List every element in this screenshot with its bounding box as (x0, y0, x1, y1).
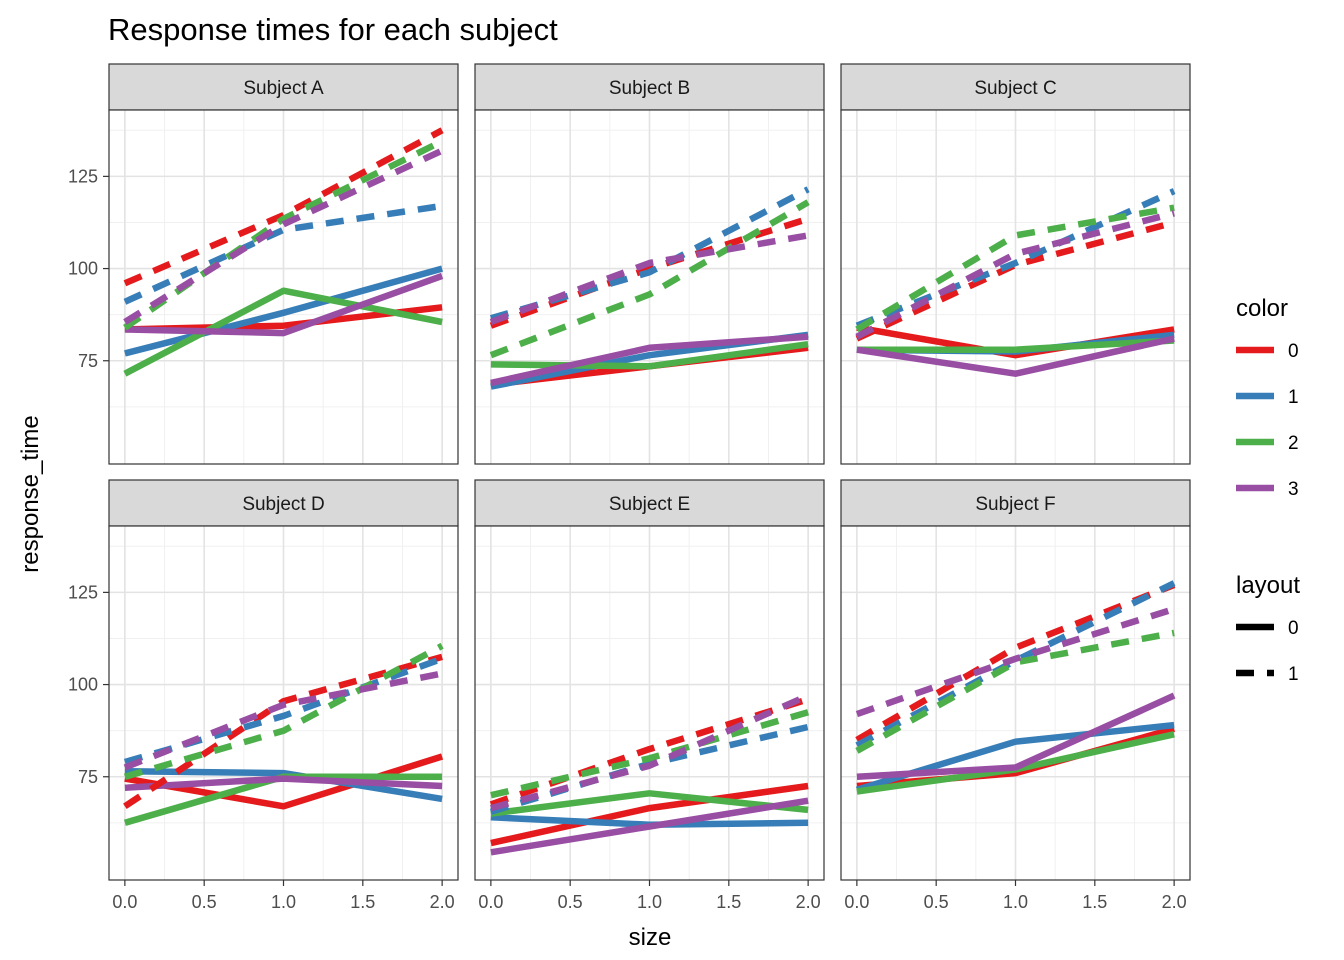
facet-panel: Subject D (108, 479, 459, 881)
x-tick-label: 1.5 (1082, 892, 1107, 912)
series-line-color-2-layout-1 (123, 642, 444, 780)
series-group (123, 642, 444, 826)
x-tick-label: 0.5 (192, 892, 217, 912)
x-tick-label: 2.0 (1162, 892, 1187, 912)
facet-panel: Subject A (108, 63, 459, 465)
series-line-color-0-layout-0 (490, 782, 809, 847)
series-line-color-3-layout-1 (489, 232, 809, 326)
x-tick-label: 0.5 (924, 892, 949, 912)
series-line-color-1-layout-1 (123, 202, 443, 305)
legend-label-layout-1: 1 (1288, 664, 1299, 685)
facet-strip-label: Subject C (974, 78, 1056, 99)
legend-label-layout-0: 0 (1288, 618, 1299, 639)
series-line-color-3-layout-1 (855, 605, 1176, 718)
panel-border (840, 109, 1191, 465)
legend-label-color-3: 3 (1288, 479, 1299, 500)
legend-title-color: color (1236, 295, 1288, 322)
y-tick-label: 125 (68, 166, 98, 186)
x-tick-label: 0.0 (844, 892, 869, 912)
series-line-color-2-layout-1 (489, 199, 810, 359)
y-tick-label: 75 (78, 351, 98, 371)
facet-strip-label: Subject A (243, 78, 324, 99)
series-line-color-0-layout-1 (123, 653, 443, 810)
series-line-color-1-layout-0 (124, 265, 443, 357)
x-axis-label: size (629, 924, 672, 951)
panel-border (474, 109, 825, 465)
series-line-color-0-layout-1 (123, 127, 444, 287)
axes: 75 100 125 75 100 125 0.0 0.5 1.0 1.5 2.0 0.0 0.5 1.0… (68, 166, 1187, 912)
series-group (123, 127, 444, 377)
panel-border (108, 109, 459, 465)
facet-strip (840, 63, 1191, 111)
series-line-color-3-layout-0 (124, 272, 444, 337)
series-line-color-3-layout-1 (123, 147, 444, 325)
series-line-color-2-layout-0 (123, 287, 443, 377)
x-tick-label: 0.5 (558, 892, 583, 912)
series-line-color-3-layout-1 (855, 210, 1175, 340)
y-tick-label: 75 (78, 767, 98, 787)
series-line-color-3-layout-0 (856, 692, 1176, 781)
series-line-color-3-layout-0 (856, 335, 1175, 377)
x-tick-label: 1.0 (637, 892, 662, 912)
facet-strip (474, 63, 825, 111)
x-tick-label: 1.0 (271, 892, 296, 912)
legend-title-layout: layout (1236, 572, 1300, 599)
facet-panels: Subject A Subject B Subject C Subject D Subj… (108, 63, 1191, 881)
series-group (489, 692, 810, 856)
series-line-color-1-layout-1 (489, 186, 810, 322)
legend-label-color-2: 2 (1288, 433, 1299, 454)
facet-panel: Subject B (474, 63, 825, 465)
facet-strip-label: Subject F (975, 494, 1055, 515)
y-tick-label: 100 (68, 259, 98, 279)
series-line-color-2-layout-1 (490, 709, 810, 799)
series-line-color-3-layout-0 (124, 775, 443, 792)
x-tick-label: 1.5 (716, 892, 741, 912)
series-line-color-3-layout-0 (490, 797, 809, 856)
x-tick-label: 1.5 (350, 892, 375, 912)
facet-panel: Subject F (840, 479, 1191, 881)
x-tick-label: 0.0 (478, 892, 503, 912)
x-tick-label: 2.0 (796, 892, 821, 912)
series-line-color-2-layout-1 (855, 629, 1175, 754)
series-group (855, 580, 1176, 795)
facet-strip (108, 63, 459, 111)
legend-label-color-0: 0 (1288, 341, 1299, 362)
series-line-color-0-layout-1 (489, 696, 810, 808)
series-line-color-2-layout-1 (855, 204, 1175, 333)
facet-strip-label: Subject E (609, 494, 690, 515)
series-line-color-2-layout-1 (123, 138, 444, 331)
y-tick-label: 100 (68, 675, 98, 695)
facet-strip (108, 479, 459, 527)
series-line-color-2-layout-0 (490, 340, 809, 370)
series-line-color-0-layout-1 (855, 219, 1175, 342)
facet-strip-label: Subject B (609, 78, 690, 99)
x-tick-label: 1.0 (1003, 892, 1028, 912)
chart-title: Response times for each subject (108, 12, 558, 47)
series-line-color-3-layout-1 (490, 692, 810, 812)
facet-strip-label: Subject D (242, 494, 324, 515)
facet-panel: Subject C (840, 63, 1191, 465)
facet-strip (840, 479, 1191, 527)
series-line-color-2-layout-0 (490, 790, 809, 817)
x-tick-label: 2.0 (430, 892, 455, 912)
x-tick-label: 0.0 (112, 892, 137, 912)
series-line-color-3-layout-1 (123, 670, 443, 771)
y-tick-label: 125 (68, 582, 98, 602)
facet-panel: Subject E (474, 479, 825, 881)
facet-strip (474, 479, 825, 527)
series-group (489, 186, 810, 390)
series-line-color-3-layout-0 (490, 333, 809, 387)
series-line-color-1-layout-1 (123, 655, 444, 766)
legend-label-color-1: 1 (1288, 387, 1299, 408)
series-group (855, 188, 1176, 377)
series-line-color-2-layout-0 (856, 337, 1175, 353)
y-axis-label: response_time (17, 415, 44, 572)
